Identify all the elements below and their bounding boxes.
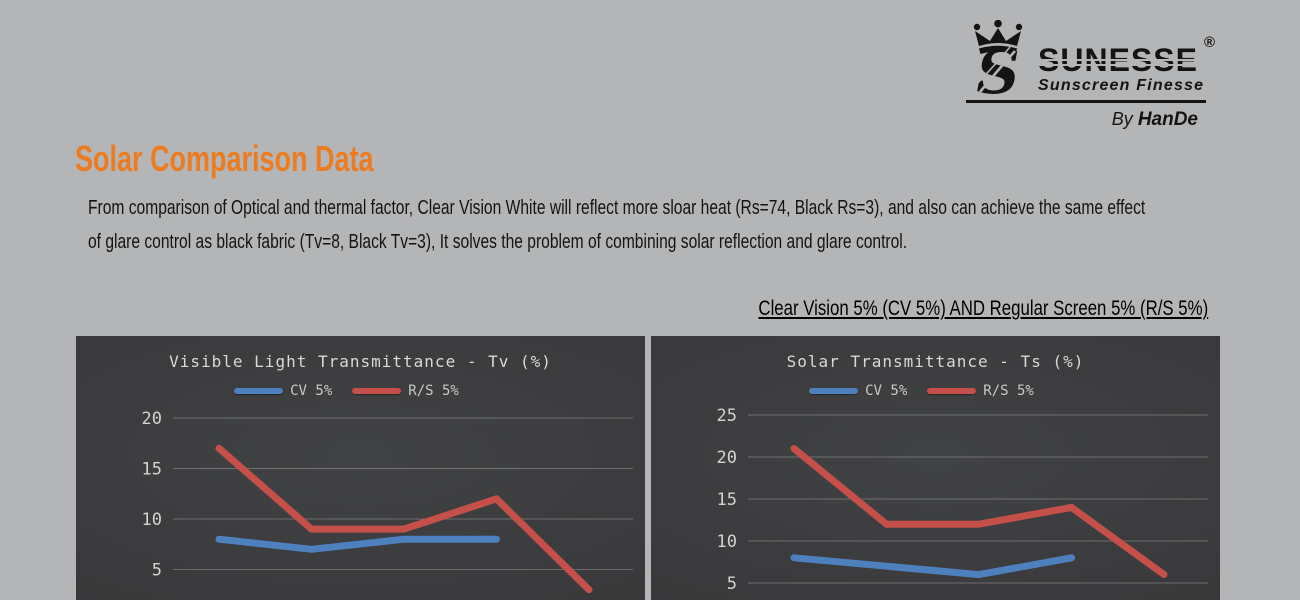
legend-swatch	[352, 388, 402, 394]
sunesse-logo: S SUNESSE ® Sunscreen Finesse By HanDe	[966, 14, 1222, 136]
y-axis-tick-label: 25	[717, 406, 737, 426]
byline-company: HanDe	[1137, 109, 1198, 130]
chart-plot-area: 25 20 15 10 5	[717, 406, 1208, 594]
chart-title: Solar Transmittance - Ts (%)	[786, 352, 1085, 371]
chart-solar-transmittance: 25 20 15 10 5 Solar Transmittance - Ts (%) C…	[651, 336, 1220, 600]
legend-item: R/S 5%	[927, 383, 1034, 399]
comparison-subtitle: Clear Vision 5% (CV 5%) AND Regular Scre…	[758, 297, 1208, 320]
series-line-cv-5-	[790, 554, 1075, 579]
legend-swatch	[809, 388, 859, 394]
byline-prefix: By	[1111, 109, 1133, 129]
y-axis-tick-label: 5	[152, 561, 162, 581]
y-axis-tick-label: 20	[142, 409, 162, 429]
brand-tagline: Sunscreen Finesse	[1038, 77, 1205, 94]
logo-divider	[966, 100, 1206, 103]
body-paragraph-line-2: of glare control as black fabric (Tv=8, …	[88, 231, 908, 253]
legend-label: CV 5%	[865, 383, 908, 399]
legend-swatch	[234, 388, 284, 394]
y-axis-tick-label: 20	[717, 448, 737, 468]
wordmark-stripe	[1038, 59, 1202, 61]
y-axis-tick-label: 10	[142, 510, 162, 530]
legend-item: CV 5%	[809, 383, 907, 399]
chart-title: Visible Light Transmittance - Tv (%)	[169, 352, 552, 371]
legend-swatch	[927, 388, 977, 394]
chart-visible-light-transmittance: 20 15 10 5 Visible Light Transmittance - Tv…	[76, 336, 645, 600]
wordmark-stripe	[1038, 64, 1202, 66]
logo-byline: By HanDe	[1112, 109, 1198, 131]
chart-legend: CV 5% R/S 5%	[651, 383, 1206, 399]
series-line-r-s-5-	[215, 444, 593, 594]
legend-label: R/S 5%	[983, 383, 1034, 399]
series-line-cv-5-	[215, 535, 500, 553]
y-axis-tick-label: 15	[142, 460, 162, 480]
crown-lion-s-emblem-icon: S	[973, 20, 1023, 100]
page-title: Solar Comparison Data	[75, 138, 374, 179]
chart-legend: CV 5% R/S 5%	[76, 383, 631, 399]
y-axis-tick-label: 5	[727, 574, 737, 594]
y-axis-tick-label: 10	[717, 532, 737, 552]
body-paragraph-line-1: From comparison of Optical and thermal f…	[88, 197, 1146, 219]
series-line-r-s-5-	[790, 445, 1168, 579]
legend-item: CV 5%	[234, 383, 332, 399]
legend-label: R/S 5%	[408, 383, 459, 399]
legend-item: R/S 5%	[352, 383, 459, 399]
legend-label: CV 5%	[290, 383, 333, 399]
chart-plot-area: 20 15 10 5	[142, 409, 633, 594]
registered-trademark-icon: ®	[1204, 34, 1216, 51]
y-axis-tick-label: 15	[717, 490, 737, 510]
